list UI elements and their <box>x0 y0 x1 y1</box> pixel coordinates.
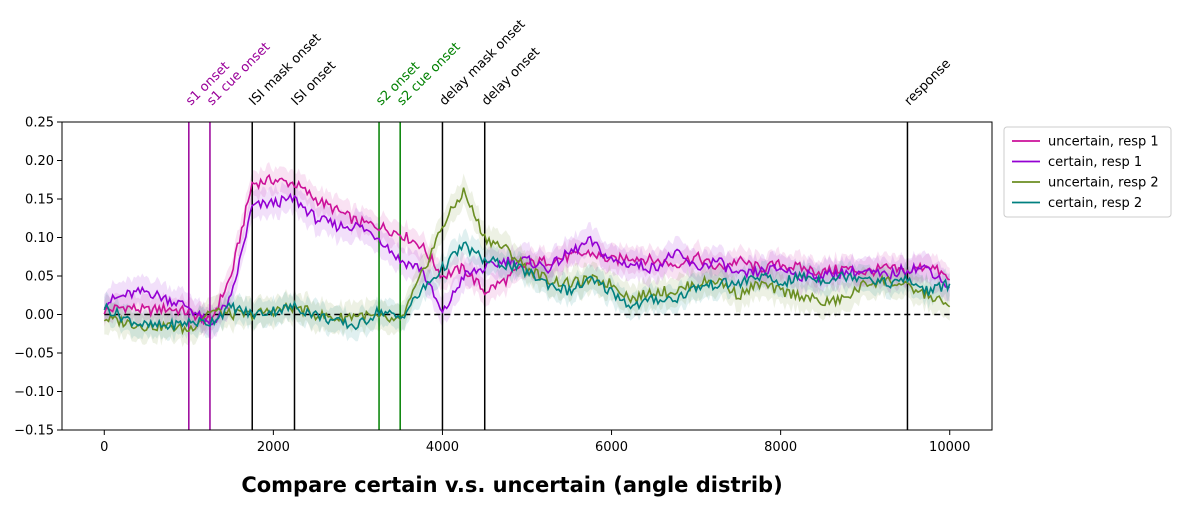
legend-entry: certain, resp 1 <box>1048 155 1142 170</box>
legend-entry: uncertain, resp 2 <box>1048 176 1159 191</box>
y-tick-label: 0.05 <box>25 270 54 285</box>
x-tick-label: 0 <box>100 440 108 455</box>
series-line-certain-resp-2 <box>103 241 951 331</box>
y-tick-label: −0.15 <box>14 424 54 439</box>
x-tick-label: 2000 <box>257 440 290 455</box>
legend-entry: uncertain, resp 1 <box>1048 135 1159 150</box>
event-label: ISI mask onset <box>246 31 324 109</box>
legend: uncertain, resp 1 certain, resp 1 uncertai… <box>1003 126 1172 218</box>
x-tick-label: 6000 <box>595 440 628 455</box>
event-label: response <box>902 56 954 108</box>
y-tick-label: 0.15 <box>25 193 54 208</box>
band-uncertain-resp-1 <box>104 162 950 338</box>
series-lines <box>103 173 951 336</box>
chart-title: Compare certain v.s. uncertain (angle di… <box>241 473 782 497</box>
series-line-certain-resp-1 <box>103 192 950 326</box>
axes: 0 2000 4000 6000 8000 10000 −0.15 −0.10 −0.05 0.0… <box>14 116 993 455</box>
band-uncertain-resp-2 <box>104 173 950 348</box>
legend-entry: certain, resp 2 <box>1048 196 1142 211</box>
y-tick-label: −0.05 <box>14 347 54 362</box>
x-tick-label: 8000 <box>764 440 797 455</box>
y-tick-label: 0.00 <box>25 308 54 323</box>
legend-box <box>1003 126 1172 218</box>
y-tick-label: −0.10 <box>14 385 54 400</box>
confidence-bands <box>104 162 950 348</box>
y-tick-label: 0.10 <box>25 231 54 246</box>
x-tick-label: 10000 <box>929 440 970 455</box>
y-tick-label: 0.25 <box>25 116 54 131</box>
x-tick-label: 4000 <box>426 440 459 455</box>
y-tick-label: 0.20 <box>25 154 54 169</box>
series-line-uncertain-resp-2 <box>103 187 951 336</box>
